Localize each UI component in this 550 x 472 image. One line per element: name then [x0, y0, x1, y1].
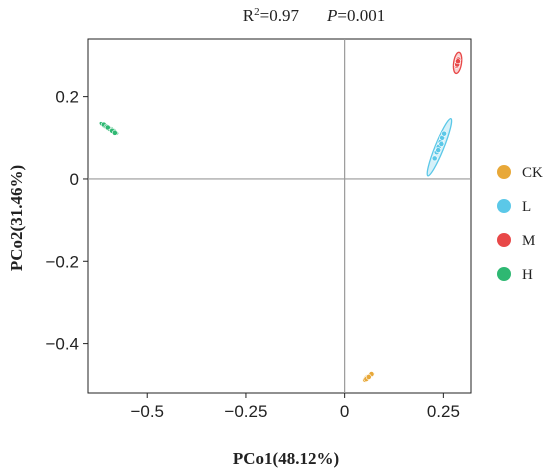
- point-m: [455, 58, 461, 65]
- y-axis-title: PCo2(31.46%): [7, 165, 26, 271]
- legend: CK L M H: [497, 165, 543, 283]
- legend-label-ck: CK: [522, 165, 543, 181]
- x-tick-label: 0: [340, 402, 349, 421]
- y-tick-label: −0.2: [45, 252, 79, 271]
- x-tick-label: −0.5: [130, 402, 164, 421]
- point-h: [111, 129, 118, 136]
- legend-swatch-m: [497, 233, 511, 247]
- legend-swatch-ck: [497, 165, 511, 179]
- legend-label-m: M: [522, 233, 535, 249]
- point-l: [431, 155, 438, 162]
- legend-label-l: L: [522, 199, 531, 215]
- x-tick-label: 0.25: [427, 402, 460, 421]
- stats-annotation: R2=0.97 P=0.001: [243, 6, 385, 25]
- x-axis-title: PCo1(48.12%): [233, 449, 339, 468]
- plot-frame: [87, 38, 472, 394]
- x-tick-label: −0.25: [224, 402, 267, 421]
- point-h: [104, 124, 111, 131]
- y-tick-label: 0: [70, 170, 79, 189]
- r2-superscript: 2: [254, 6, 260, 18]
- point-ck: [365, 374, 372, 380]
- point-l: [438, 141, 445, 147]
- legend-swatch-l: [497, 199, 511, 213]
- legend-swatch-h: [497, 267, 511, 281]
- legend-label-h: H: [522, 267, 533, 283]
- y-tick-label: 0.2: [55, 88, 79, 107]
- y-tick-label: −0.4: [45, 335, 79, 354]
- point-l: [435, 147, 442, 154]
- point-l: [441, 130, 448, 137]
